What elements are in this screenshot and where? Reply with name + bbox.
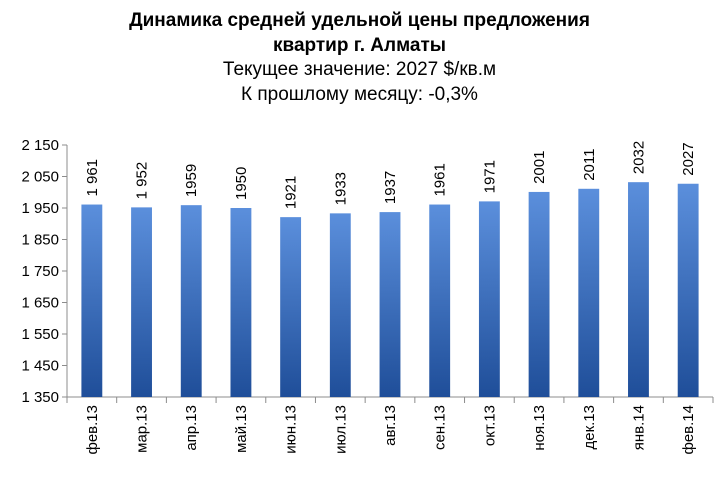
y-tick-label: 1 750 <box>21 263 59 280</box>
y-tick-label: 1 450 <box>21 358 59 375</box>
data-label: 2011 <box>581 149 598 181</box>
bar <box>280 217 302 397</box>
y-tick-label: 2 150 <box>21 137 59 154</box>
bar <box>230 208 252 397</box>
y-tick-label: 2 050 <box>21 169 59 186</box>
category-label: апр.13 <box>183 405 200 451</box>
category-label: ноя.13 <box>531 405 548 451</box>
category-label: июн.13 <box>283 405 300 454</box>
category-label: окт.13 <box>481 405 498 446</box>
y-tick-label: 1 550 <box>21 326 59 343</box>
data-label: 2027 <box>680 142 697 175</box>
chart-title-line1: Динамика средней удельной цены предложен… <box>129 10 590 31</box>
data-label: 1961 <box>432 163 449 196</box>
data-label: 1959 <box>183 164 200 197</box>
data-label: 1933 <box>332 172 349 205</box>
y-tick-label: 1 850 <box>21 232 59 249</box>
category-label: дек.13 <box>581 405 598 450</box>
chart-subtitle-current-value: Текущее значение: 2027 $/кв.м <box>222 59 497 80</box>
category-label: мар.13 <box>134 405 151 453</box>
bar <box>329 213 351 397</box>
bar <box>180 205 202 397</box>
data-label: 2032 <box>630 141 647 174</box>
data-label: 1 952 <box>134 162 151 200</box>
data-label: 1950 <box>233 167 250 200</box>
bar <box>677 183 699 397</box>
chart-title-line2: квартир г. Алматы <box>273 35 446 56</box>
category-label: фев.14 <box>680 405 697 455</box>
category-label: фев.13 <box>84 405 101 455</box>
category-label: июл.13 <box>332 405 349 454</box>
category-label: янв.14 <box>630 405 647 450</box>
y-tick-label: 1 950 <box>21 200 59 217</box>
category-label: авг.13 <box>382 405 399 446</box>
chart-subtitle-month-change: К прошлому месяцу: -0,3% <box>241 84 478 105</box>
data-label: 1971 <box>481 160 498 193</box>
bar <box>429 204 451 397</box>
data-label: 1937 <box>382 171 399 204</box>
bar <box>528 191 550 397</box>
bar <box>81 204 103 397</box>
bar <box>628 182 649 397</box>
y-tick-label: 1 350 <box>21 389 59 406</box>
data-label: 1921 <box>283 176 300 209</box>
data-label: 1 961 <box>84 159 101 197</box>
category-label: сен.13 <box>432 405 449 450</box>
bar <box>379 212 401 397</box>
bar <box>478 201 500 397</box>
bar <box>578 188 600 397</box>
data-label: 2001 <box>531 151 548 184</box>
category-label: май.13 <box>233 405 250 453</box>
y-tick-label: 1 650 <box>21 295 59 312</box>
bar <box>131 207 152 397</box>
